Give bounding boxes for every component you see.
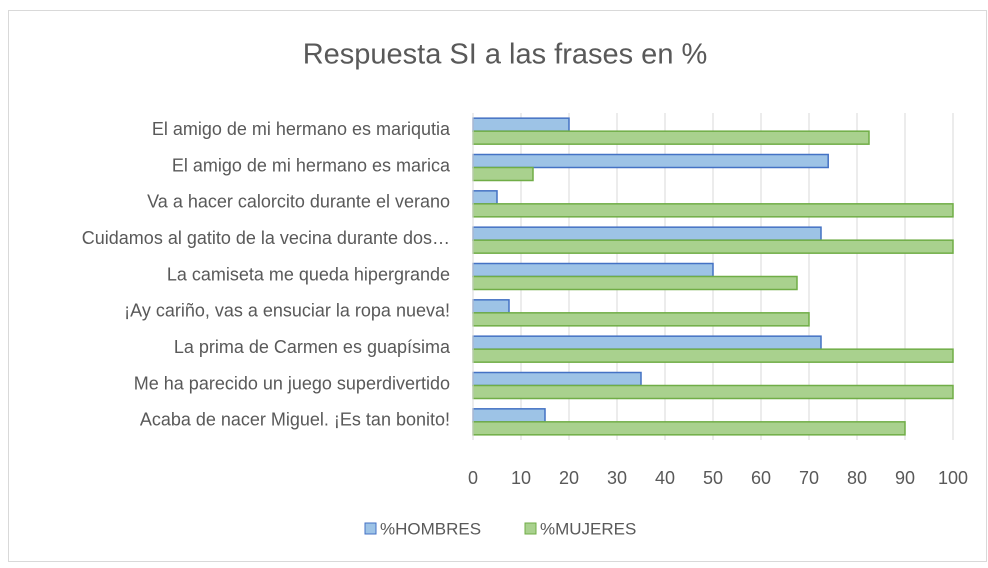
y-tick-label: Acaba de nacer Miguel. ¡Es tan bonito! bbox=[140, 410, 450, 430]
y-tick-label: ¡Ay cariño, vas a ensuciar la ropa nueva… bbox=[124, 301, 450, 321]
bar bbox=[472, 312, 810, 327]
x-tick-label: 50 bbox=[703, 468, 723, 488]
bar bbox=[472, 166, 534, 182]
x-tick-label: 60 bbox=[751, 468, 771, 488]
legend-label: %MUJERES bbox=[540, 519, 636, 538]
bar bbox=[472, 335, 822, 350]
bar bbox=[472, 262, 714, 278]
bar bbox=[472, 299, 510, 314]
bar bbox=[472, 153, 829, 169]
y-tick-label: La camiseta me queda hipergrande bbox=[167, 264, 450, 284]
bar bbox=[472, 408, 546, 423]
bar bbox=[472, 130, 870, 145]
bar bbox=[472, 203, 954, 218]
legend-swatch bbox=[524, 522, 537, 535]
x-tick-label: 20 bbox=[559, 468, 579, 488]
x-tick-label: 100 bbox=[938, 468, 968, 488]
bar bbox=[472, 348, 954, 363]
x-tick-label: 40 bbox=[655, 468, 675, 488]
y-tick-label: El amigo de mi hermano es mariqutia bbox=[152, 119, 451, 139]
x-tick-label: 80 bbox=[847, 468, 867, 488]
bar bbox=[472, 421, 906, 436]
legend-swatch bbox=[364, 522, 377, 535]
bar bbox=[472, 190, 498, 205]
y-tick-label: Me ha parecido un juego superdivertido bbox=[134, 373, 450, 393]
y-tick-label: El amigo de mi hermano es marica bbox=[172, 155, 451, 175]
y-tick-label: Cuidamos al gatito de la vecina durante … bbox=[82, 228, 450, 248]
legend-label: %HOMBRES bbox=[380, 519, 481, 538]
bar bbox=[472, 384, 954, 400]
bar bbox=[472, 239, 954, 254]
bar bbox=[472, 275, 798, 291]
y-tick-label: La prima de Carmen es guapísima bbox=[174, 337, 451, 357]
y-tick-label: Va a hacer calorcito durante el verano bbox=[147, 192, 450, 212]
bar bbox=[472, 117, 570, 132]
x-tick-label: 0 bbox=[468, 468, 478, 488]
bar bbox=[472, 371, 642, 387]
x-tick-label: 70 bbox=[799, 468, 819, 488]
x-tick-label: 90 bbox=[895, 468, 915, 488]
x-tick-label: 30 bbox=[607, 468, 627, 488]
x-tick-label: 10 bbox=[511, 468, 531, 488]
bar bbox=[472, 226, 822, 241]
chart-title: Respuesta SI a las frases en % bbox=[303, 39, 708, 71]
